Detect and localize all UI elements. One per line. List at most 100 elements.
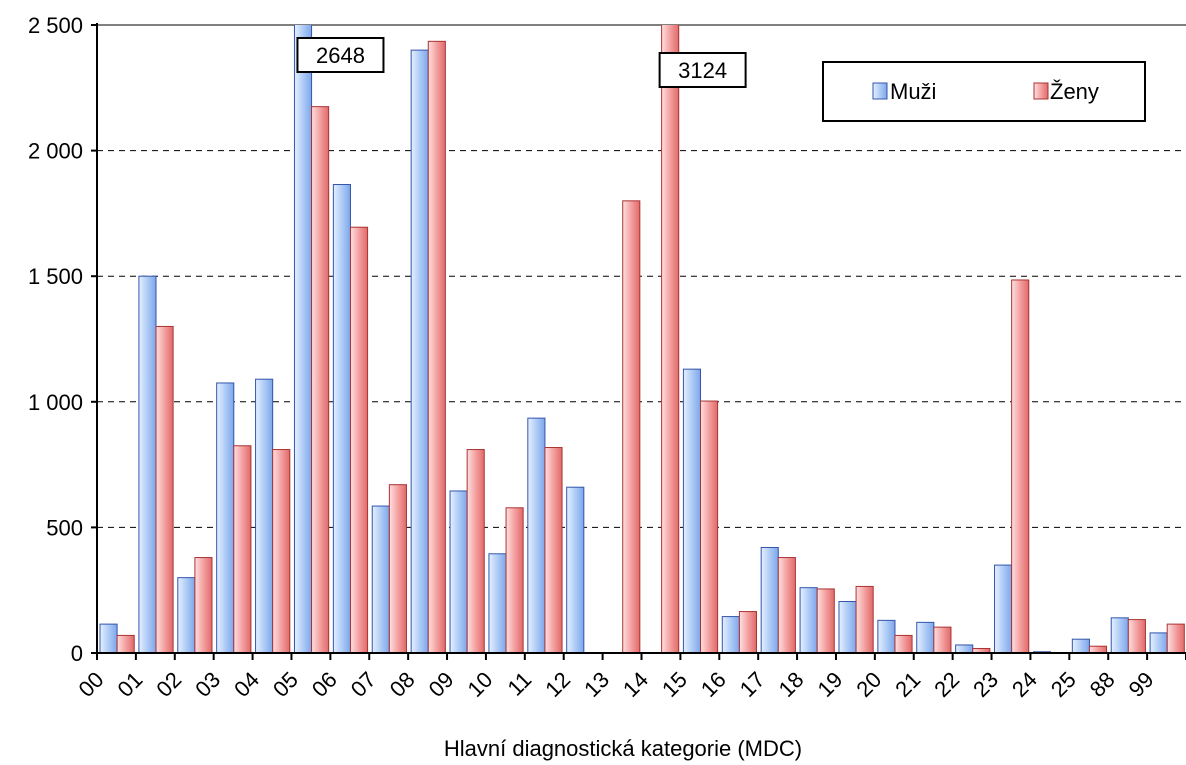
x-tick-label-24: 24 [1007, 667, 1042, 702]
bar-muzi-20 [877, 619, 896, 654]
legend-label-muzi: Muži [890, 79, 936, 104]
legend: Muži Ženy [822, 61, 1146, 122]
gridlines [97, 24, 1186, 528]
x-tick-label-18: 18 [774, 667, 809, 702]
x-tick-label-20: 20 [851, 667, 886, 702]
x-tick-label-04: 04 [229, 667, 264, 702]
callout-label: 2648 [316, 43, 365, 68]
bar-zeny-88 [1127, 619, 1146, 654]
bar-zeny-09 [466, 449, 485, 654]
x-tick-label-21: 21 [890, 667, 925, 702]
bar-muzi-18 [799, 587, 818, 654]
bar-zeny-07 [388, 484, 407, 654]
callout-box [658, 52, 747, 88]
y-tick-label: 1 000 [28, 390, 83, 415]
bar-muzi-21 [916, 621, 935, 654]
bar-muzi-08 [410, 49, 429, 654]
bar-muzi-17 [760, 546, 779, 654]
callout-label: 3124 [678, 58, 727, 83]
x-tick-labels: 00 01 02 03 04 05 06 07 08 09 10 11 12 13 14 15 16 17 18 19… [74, 667, 1159, 702]
bar-zeny-05 [311, 106, 330, 654]
bar-muzi-01 [138, 275, 157, 654]
bar-muzi-10 [488, 553, 507, 654]
x-tick-label-11: 11 [503, 667, 537, 701]
y-tick-label: 2 500 [28, 13, 83, 38]
bar-muzi-04 [255, 378, 274, 654]
bar-muzi-23 [994, 564, 1013, 654]
x-tick-label-08: 08 [385, 667, 420, 702]
y-tick-label: 2 000 [28, 139, 83, 164]
y-tick-label: 0 [71, 641, 83, 666]
bar-zeny-06 [349, 226, 369, 654]
bar-muzi-15 [682, 368, 702, 654]
x-tick-label-06: 06 [307, 667, 342, 702]
x-tick-label-15: 15 [657, 667, 692, 702]
x-tick-label-88: 88 [1085, 667, 1120, 702]
bar-muzi-16 [721, 616, 740, 654]
bar-zeny-14 [661, 25, 680, 654]
x-tick-label-17: 17 [735, 667, 770, 702]
y-tick-labels: 0 500 1 000 1 500 2 000 2 500 [28, 13, 83, 666]
x-tick-label-19: 19 [813, 667, 848, 702]
bar-zeny-04 [272, 449, 291, 654]
y-tick-label: 500 [46, 515, 83, 540]
bar-zeny-08 [427, 40, 446, 654]
bar-zeny-23 [1011, 279, 1030, 654]
bar-muzi-25 [1071, 638, 1090, 654]
bar-zeny-03 [233, 445, 252, 654]
x-tick-label-12: 12 [540, 667, 575, 702]
bar-zeny-10 [505, 507, 524, 654]
bar-zeny-01 [155, 325, 174, 654]
x-tick-label-23: 23 [968, 667, 1003, 702]
bar-zeny-13 [622, 200, 641, 654]
axes [91, 23, 1186, 660]
legend-swatch-zeny [1033, 82, 1049, 100]
callout-2648: 2648 [296, 37, 385, 73]
bar-muzi-02 [177, 577, 196, 654]
x-tick-label-13: 13 [579, 667, 614, 702]
bar-zeny-19 [855, 585, 874, 654]
x-tick-label-16: 16 [696, 667, 731, 702]
x-tick-label-07: 07 [346, 667, 381, 702]
callout-box [296, 37, 385, 73]
x-tick-label-25: 25 [1046, 667, 1081, 702]
bar-zeny-15 [700, 400, 719, 654]
x-tick-label-22: 22 [929, 667, 964, 702]
x-tick-label-14: 14 [618, 667, 653, 702]
bar-muzi-09 [449, 490, 468, 654]
bar-zeny-00 [116, 634, 135, 654]
bar-zeny-17 [777, 557, 796, 654]
annotations: 2648 3124 [296, 37, 747, 88]
bar-zeny-16 [738, 611, 758, 654]
bar-zeny-11 [544, 447, 563, 654]
bar-muzi-88 [1110, 617, 1129, 654]
bar-muzi-03 [216, 382, 235, 654]
callout-3124: 3124 [658, 52, 747, 88]
x-tick-label-01: 01 [112, 667, 147, 702]
bars [99, 25, 1185, 654]
bar-muzi-05 [293, 25, 313, 654]
bar-muzi-11 [527, 417, 546, 654]
bar-muzi-12 [566, 486, 585, 654]
bar-muzi-22 [955, 644, 974, 654]
bar-zeny-20 [894, 634, 913, 654]
y-tick-label: 1 500 [28, 264, 83, 289]
bar-zeny-99 [1166, 623, 1185, 654]
bar-muzi-00 [99, 623, 118, 654]
x-tick-label-05: 05 [268, 667, 303, 702]
bar-muzi-99 [1149, 632, 1168, 654]
legend-swatch-muzi [872, 82, 888, 100]
x-tick-label-03: 03 [190, 667, 225, 702]
bar-muzi-19 [838, 601, 857, 654]
legend-label-zeny: Ženy [1050, 79, 1099, 104]
bar-zeny-02 [194, 557, 213, 654]
x-axis-title: Hlavní diagnostická kategorie (MDC) [444, 736, 802, 761]
x-tick-label-99: 99 [1124, 667, 1159, 702]
bar-zeny-18 [816, 588, 835, 654]
x-tick-label-10: 10 [462, 667, 497, 702]
x-tick-label-09: 09 [424, 667, 459, 702]
x-tick-label-02: 02 [151, 667, 186, 702]
bar-zeny-21 [933, 626, 952, 654]
bar-zeny-25 [1088, 645, 1108, 654]
